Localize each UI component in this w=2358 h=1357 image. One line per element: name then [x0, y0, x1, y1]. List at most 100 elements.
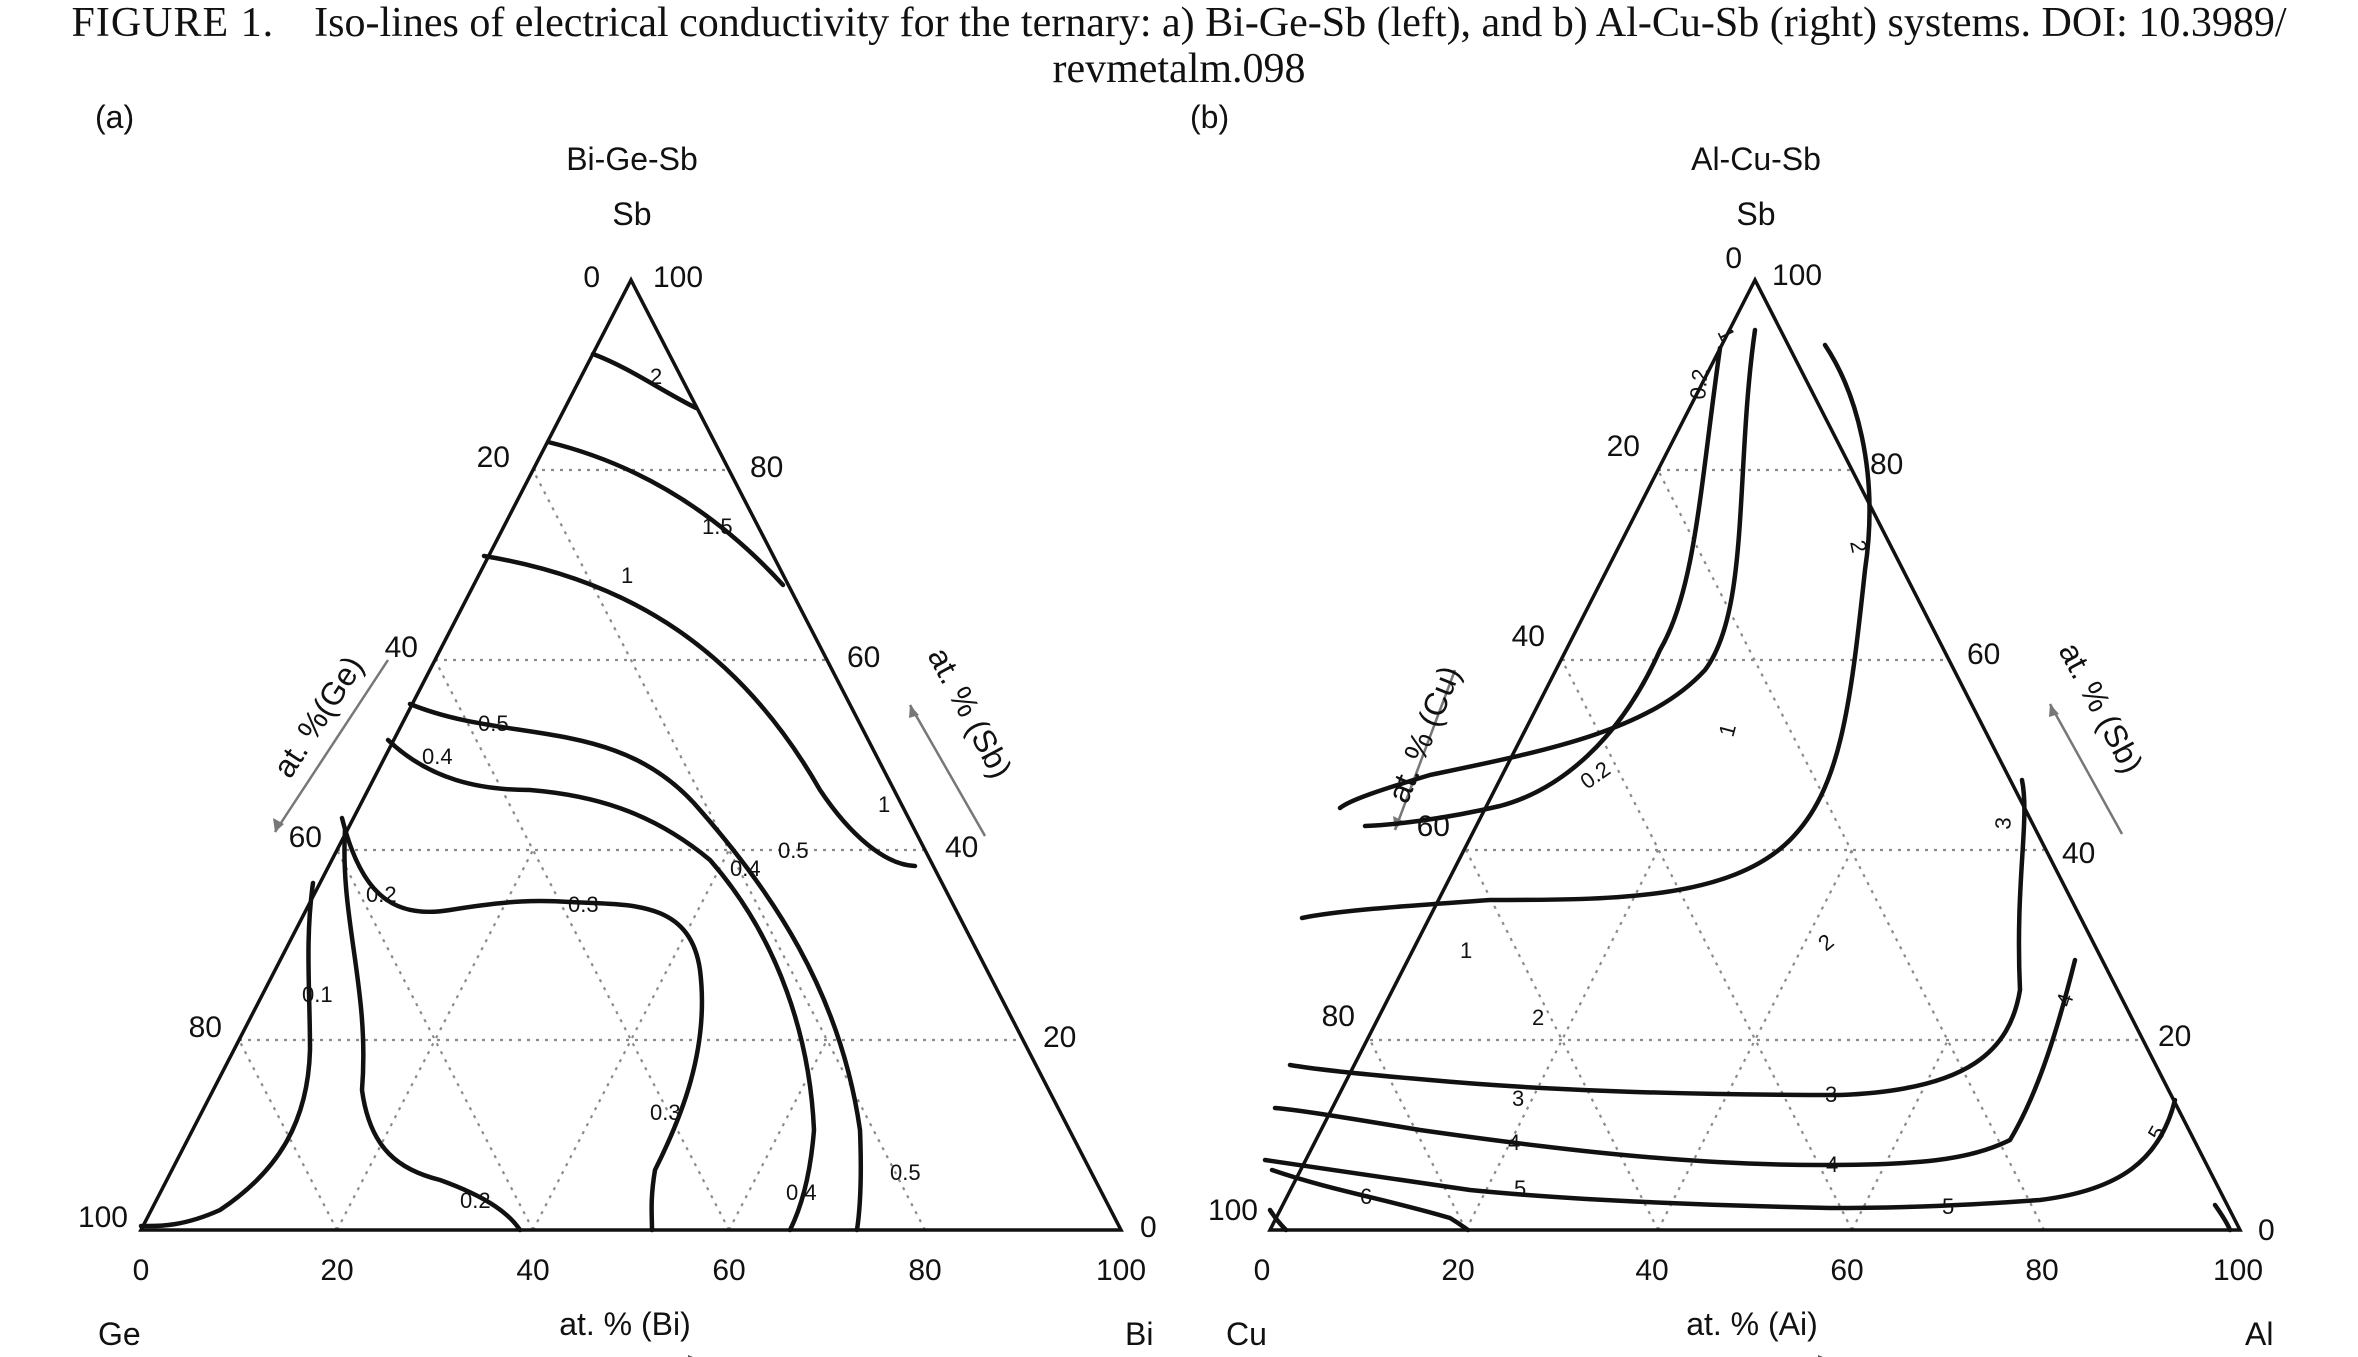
bottom-axis-label-a: at. % (Bi): [559, 1306, 691, 1342]
right-tick: 60: [1967, 638, 2000, 671]
caption-line-2: revmetalm.098: [1052, 46, 1306, 92]
contour-label: 2: [1532, 1005, 1544, 1030]
right-tick: 20: [1043, 1021, 1076, 1054]
bottom-tick: 20: [320, 1254, 353, 1287]
contour-label: 3: [1512, 1086, 1524, 1111]
left-axis-label-a: at. %(Ge): [266, 649, 371, 783]
contour-labels-a: 2 1.5 1 0.5 0.4 1 0.5 0.4 0.3 0.2 0.1 0.…: [302, 364, 921, 1213]
bottom-tick: 100: [1096, 1254, 1146, 1287]
contour-label: 1: [1714, 721, 1741, 739]
contour-label: 1: [1460, 938, 1472, 963]
right-axis-arrow-b: [2048, 703, 2124, 835]
contour-label: 0.5: [890, 1160, 921, 1185]
contour-label: 1: [621, 563, 633, 588]
right-tick: 40: [2062, 837, 2095, 870]
contour-label: 0.5: [778, 838, 809, 863]
contour-label: 2: [650, 364, 662, 389]
figure-label: FIGURE 1.: [71, 0, 275, 46]
bottom-tick: 0: [133, 1254, 150, 1287]
right-tick: 100: [1772, 259, 1822, 292]
contour-label: 5: [1514, 1176, 1526, 1201]
bottom-axis-label-b: at. % (Ai): [1686, 1306, 1818, 1342]
contour-label: 0.3: [568, 892, 599, 917]
panel-label-a: (a): [95, 99, 134, 135]
figure-caption: FIGURE 1. Iso-lines of electrical conduct…: [0, 0, 2358, 92]
bottom-tick: 60: [712, 1254, 745, 1287]
bottom-tick: 0: [1254, 1254, 1271, 1287]
right-tick: 0: [1140, 1211, 1157, 1244]
apex-left-label-a: Ge: [98, 1316, 141, 1352]
bottom-tick: 80: [2025, 1254, 2058, 1287]
left-axis-arrow-a: [273, 659, 390, 833]
bottom-tick: 100: [2213, 1254, 2263, 1287]
apex-right-label-b: Al: [2245, 1316, 2273, 1352]
apex-right-label-a: Bi: [1125, 1316, 1153, 1352]
system-title-b: Al-Cu-Sb: [1691, 141, 1821, 177]
left-tick: 20: [1607, 430, 1640, 463]
contour-label: 0.5: [478, 711, 509, 736]
bottom-axis-ticks-a: 0 20 40 60 80 100: [133, 1254, 1146, 1287]
contour-label: 2: [1813, 929, 1838, 956]
bottom-tick: 20: [1441, 1254, 1474, 1287]
bottom-tick: 60: [1830, 1254, 1863, 1287]
right-tick: 20: [2158, 1020, 2191, 1053]
contour-label: 0.2: [1685, 368, 1713, 401]
system-title-a: Bi-Ge-Sb: [566, 141, 698, 177]
bottom-tick: 40: [516, 1254, 549, 1287]
left-tick: 100: [78, 1201, 128, 1234]
left-axis-arrow-b: [1393, 669, 1457, 831]
caption-text-1: Iso-lines of electrical conductivity for…: [314, 0, 2287, 46]
right-axis-label-b: at. % (Sb): [2052, 636, 2151, 779]
contour-label: 6: [1360, 1184, 1372, 1209]
caption-line-1: FIGURE 1. Iso-lines of electrical conduct…: [0, 0, 2358, 46]
right-tick: 0: [2258, 1214, 2275, 1247]
contour-label: 0.4: [422, 744, 453, 769]
left-tick: 0: [1725, 242, 1742, 275]
contour-label: 0.4: [786, 1180, 817, 1205]
contour-label: 4: [1508, 1130, 1520, 1155]
left-tick: 20: [477, 441, 510, 474]
ternary-frame-a: [138, 276, 1124, 1232]
contour-label: 0.1: [302, 982, 333, 1007]
ternary-diagram-a: (a) Bi-Ge-Sb Sb Ge Bi 0 20 40 60 80 100 …: [78, 99, 1157, 1357]
contour-label: 0.2: [366, 882, 397, 907]
left-tick: 40: [1512, 620, 1545, 653]
right-axis-ticks-a: 100 80 60 40 20 0: [653, 261, 1157, 1244]
panel-label-b: (b): [1190, 99, 1229, 135]
contour-label: 0.2: [460, 1188, 491, 1213]
right-tick: 100: [653, 261, 703, 294]
right-tick: 60: [847, 641, 880, 674]
right-axis-arrow-a: [908, 704, 987, 837]
grid-lines-a: [238, 468, 1023, 1231]
panel-a-bi-ge-sb: (a) Bi-Ge-Sb Sb Ge Bi 0 20 40 60 80 100 …: [10, 90, 1160, 1357]
left-tick: 100: [1208, 1194, 1258, 1227]
right-axis-ticks-b: 100 80 60 40 20 0: [1772, 259, 2275, 1247]
left-tick: 60: [289, 821, 322, 854]
apex-left-label-b: Cu: [1226, 1316, 1267, 1352]
contour-label: 0.3: [650, 1100, 681, 1125]
contour-label: 4: [1826, 1152, 1838, 1177]
right-tick: 80: [1870, 448, 1903, 481]
arrow-head-icon: [2049, 704, 2059, 717]
contour-label: 5: [1942, 1194, 1954, 1219]
contour-label: 3: [1990, 816, 2016, 830]
iso-lines-a: [138, 351, 918, 1233]
left-tick: 0: [583, 261, 600, 294]
arrow-head-icon: [273, 818, 284, 832]
bottom-tick: 40: [1635, 1254, 1668, 1287]
left-tick: 40: [385, 631, 418, 664]
contour-label: 1: [878, 792, 890, 817]
contour-label: 3: [1825, 1082, 1837, 1107]
right-tick: 80: [750, 451, 783, 484]
panel-b-al-cu-sb: (b) Al-Cu-Sb Sb Cu Al 0 20 40 60 80 100 …: [1190, 90, 2340, 1357]
apex-top-label-b: Sb: [1736, 196, 1775, 232]
right-axis-label-a: at. % (Sb): [921, 641, 1020, 784]
contour-label: 2: [1845, 538, 1872, 555]
bottom-tick: 80: [908, 1254, 941, 1287]
iso-lines-b: [1262, 327, 2233, 1233]
ternary-diagram-b: (b) Al-Cu-Sb Sb Cu Al 0 20 40 60 80 100 …: [1190, 99, 2275, 1357]
left-axis-ticks-b: 0 20 40 60 80 100: [1208, 242, 1742, 1227]
contour-label: 1.5: [702, 514, 733, 539]
arrow-head-icon: [909, 705, 919, 718]
contour-label: 1: [1713, 323, 1741, 345]
